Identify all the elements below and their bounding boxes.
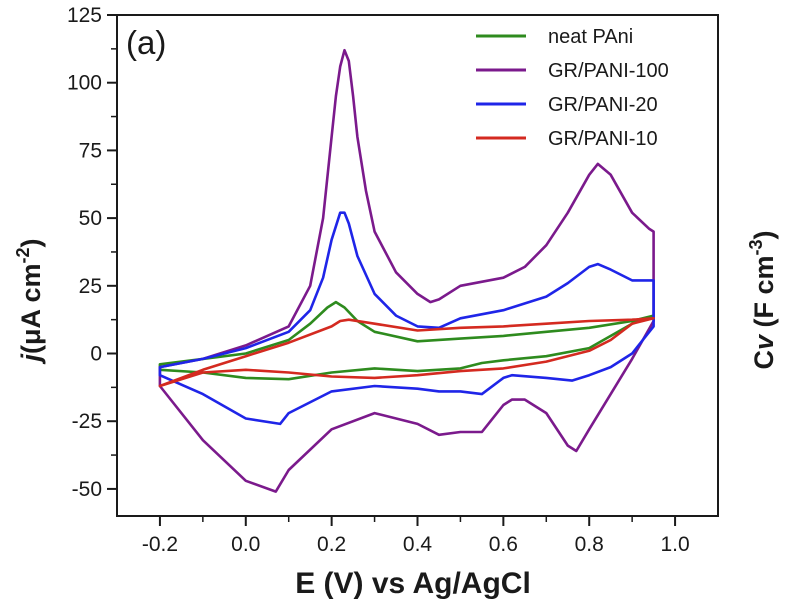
y-right-close: )	[749, 230, 779, 239]
x-tick-label: 0.2	[317, 533, 346, 556]
y-right-prefix: C	[749, 350, 779, 370]
series-layer	[158, 48, 655, 493]
series-line	[158, 317, 655, 388]
y-left-text: (μA cm	[16, 263, 46, 354]
x-tick-label: 0.0	[231, 533, 260, 556]
x-tick-label: 0.6	[489, 533, 518, 556]
axis-ticks: -0.2 0.0 0.2 0.4 0.6 0.8 1.0 -50 -25 0 25 50 75 100 12…	[67, 4, 690, 556]
y-tick-label: 25	[79, 275, 102, 298]
y-tick-label: 50	[79, 207, 102, 230]
series-line	[158, 48, 655, 493]
y-right-sup: -3	[746, 239, 766, 255]
series-line	[158, 211, 655, 426]
x-tick-label: -0.2	[142, 533, 178, 556]
y-tick-label: 125	[67, 4, 102, 27]
legend: neat PAni GR/PANI-100 GR/PANI-20 GR/PANI-10	[476, 26, 669, 150]
legend-label: GR/PANI-100	[548, 60, 669, 82]
y-axis-title-left: j(μA cm-2)	[13, 238, 46, 364]
x-tick-label: 0.8	[575, 533, 604, 556]
legend-label: GR/PANI-20	[548, 94, 658, 116]
series-line	[158, 300, 655, 381]
x-axis-title: E (V) vs Ag/AgCl	[295, 567, 531, 600]
y-tick-label: -50	[72, 478, 102, 501]
y-tick-label: 0	[90, 343, 102, 366]
panel-label: (a)	[126, 24, 166, 61]
y-axis-title-right: Cv (F cm-3)	[746, 230, 779, 369]
y-left-close: )	[16, 238, 46, 247]
y-tick-label: -25	[72, 410, 102, 433]
legend-label: neat PAni	[548, 26, 633, 48]
y-right-text: (F cm	[749, 255, 779, 335]
plot-frame	[116, 14, 719, 517]
y-right-italic: v	[749, 333, 779, 350]
x-tick-label: 0.4	[403, 533, 433, 556]
x-tick-label: 1.0	[660, 533, 689, 556]
legend-label: GR/PANI-10	[548, 128, 658, 150]
y-tick-label: 100	[67, 72, 102, 95]
y-tick-label: 75	[79, 139, 102, 162]
y-left-italic: j	[16, 354, 46, 365]
y-left-sup: -2	[13, 247, 33, 263]
